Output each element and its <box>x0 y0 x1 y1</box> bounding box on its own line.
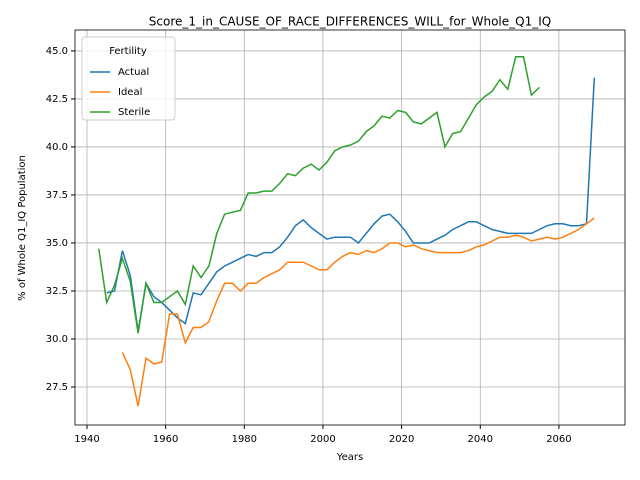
x-tick-label: 2060 <box>546 434 571 445</box>
series-line <box>121 217 595 407</box>
plot-frame <box>74 29 626 426</box>
legend-label: Ideal <box>118 87 142 98</box>
chart-title: Score_1_in_CAUSE_OF_RACE_DIFFERENCES_WIL… <box>149 15 551 29</box>
y-axis-label: % of Whole Q1_IQ Population <box>17 155 28 301</box>
y-tick-label: 30.0 <box>46 334 68 345</box>
y-tick-label: 42.5 <box>46 94 68 105</box>
y-tick-label: 37.5 <box>46 190 68 201</box>
y-tick-label: 45.0 <box>46 46 68 57</box>
y-tick-label: 32.5 <box>46 286 68 297</box>
series-line <box>106 77 596 332</box>
x-tick-label: 2040 <box>468 434 493 445</box>
series-line <box>98 55 540 334</box>
y-tick-label: 27.5 <box>46 382 68 393</box>
x-axis-label: Years <box>336 452 363 463</box>
x-tick-label: 2000 <box>310 434 335 445</box>
x-tick-label: 1940 <box>74 434 99 445</box>
x-tick-label: 1980 <box>232 434 257 445</box>
legend-label: Sterile <box>118 107 150 118</box>
legend-box <box>81 36 176 121</box>
x-tick-label: 2020 <box>389 434 414 445</box>
y-tick-label: 35.0 <box>46 238 68 249</box>
legend-label: Actual <box>118 67 149 78</box>
x-tick-label: 1960 <box>153 434 178 445</box>
legend-title: Fertility <box>109 46 147 57</box>
y-tick-label: 40.0 <box>46 142 68 153</box>
